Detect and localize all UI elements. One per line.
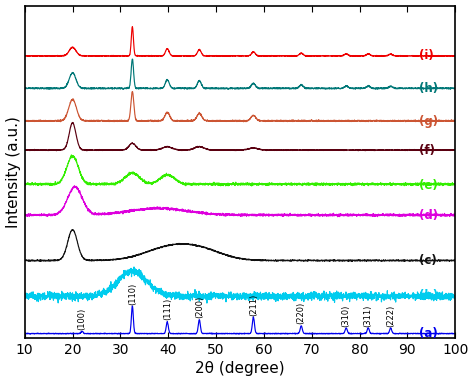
Text: (200): (200) <box>195 296 204 318</box>
Text: (h): (h) <box>419 82 438 95</box>
X-axis label: 2θ (degree): 2θ (degree) <box>195 361 285 376</box>
Text: (310): (310) <box>342 304 351 327</box>
Text: (c): (c) <box>419 254 437 267</box>
Text: (a): (a) <box>419 327 438 340</box>
Text: (100): (100) <box>78 308 87 330</box>
Text: (110): (110) <box>128 282 137 305</box>
Text: (311): (311) <box>364 304 373 327</box>
Text: (e): (e) <box>419 179 438 192</box>
Text: (f): (f) <box>419 144 436 157</box>
Text: (g): (g) <box>419 115 438 128</box>
Text: (d): (d) <box>419 209 438 222</box>
Text: (111): (111) <box>163 298 172 320</box>
Y-axis label: Intensity (a.u.): Intensity (a.u.) <box>6 116 20 228</box>
Text: (b): (b) <box>419 290 438 303</box>
Text: (i): (i) <box>419 49 434 62</box>
Text: (222): (222) <box>386 304 395 327</box>
Text: (211): (211) <box>249 293 258 316</box>
Text: (220): (220) <box>297 302 306 324</box>
